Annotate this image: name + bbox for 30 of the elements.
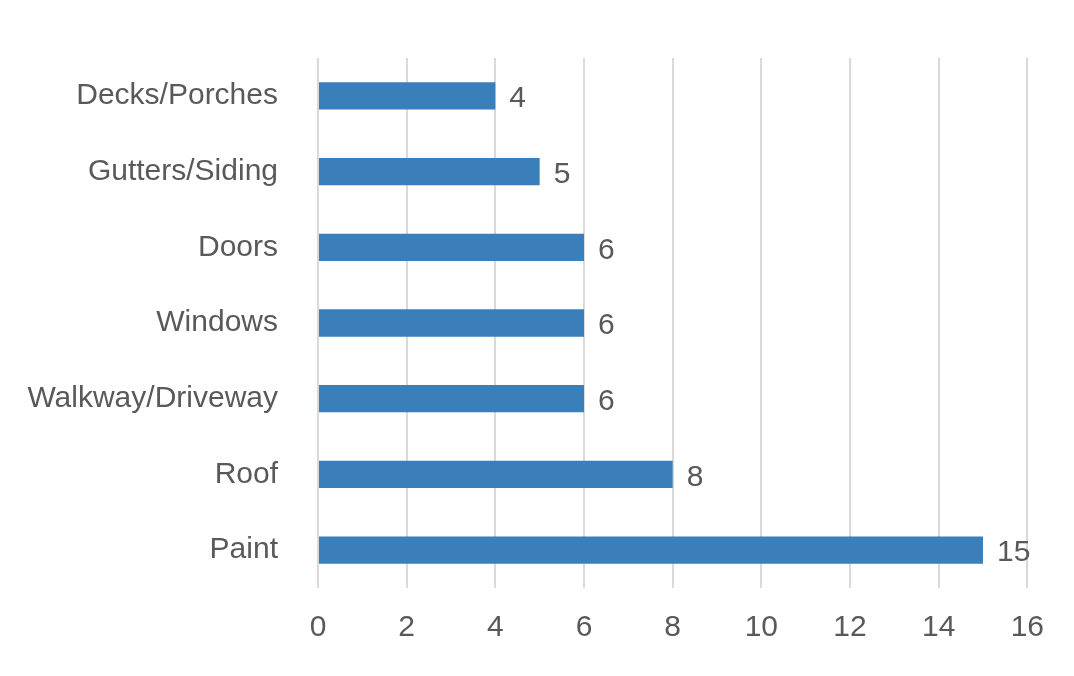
bar xyxy=(319,385,584,413)
x-tick-label: 16 xyxy=(1010,609,1044,643)
x-tick-label: 2 xyxy=(398,609,416,643)
bar xyxy=(319,157,540,186)
bar xyxy=(319,82,496,110)
y-tick-label: Decks/Porches xyxy=(76,77,278,111)
x-tick-label: 0 xyxy=(309,609,327,643)
bar xyxy=(319,460,673,489)
bar xyxy=(319,233,584,261)
bar xyxy=(319,536,983,564)
data-label: 6 xyxy=(597,382,615,416)
data-label: 6 xyxy=(597,231,615,265)
y-tick-label: Roof xyxy=(214,455,279,489)
data-label: 6 xyxy=(597,307,615,341)
y-tick-label: Gutters/Siding xyxy=(87,152,278,186)
x-tick-label: 14 xyxy=(921,609,956,643)
y-tick-label: Windows xyxy=(156,304,278,338)
data-label: 8 xyxy=(686,458,704,492)
data-label: 5 xyxy=(553,155,571,189)
x-tick-label: 12 xyxy=(833,609,867,643)
y-tick-label: Walkway/Driveway xyxy=(27,379,278,413)
x-tick-label: 6 xyxy=(575,609,593,643)
y-tick-label: Paint xyxy=(209,531,279,565)
y-tick-label: Doors xyxy=(197,228,278,262)
x-tick-label: 10 xyxy=(744,609,779,643)
data-label: 15 xyxy=(996,534,1031,568)
bar xyxy=(319,309,584,337)
x-tick-label: 8 xyxy=(664,609,681,643)
data-label: 4 xyxy=(509,80,527,114)
x-tick-label: 4 xyxy=(486,609,504,643)
